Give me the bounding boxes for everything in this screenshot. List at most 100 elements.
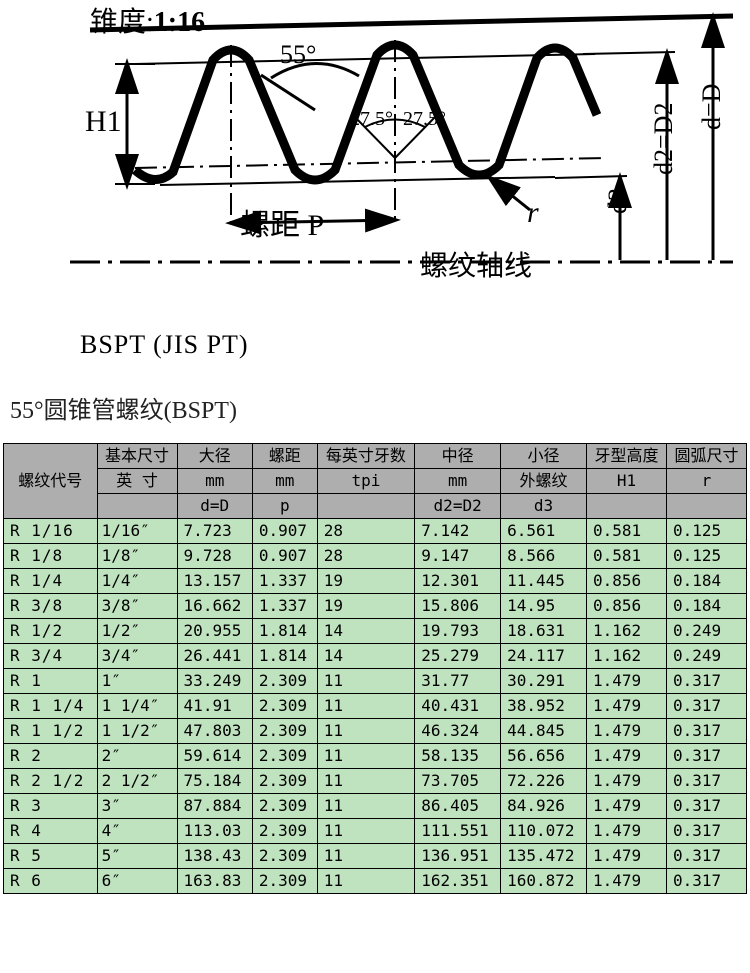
- table-cell: 1.814: [252, 644, 317, 669]
- table-cell: 1.479: [587, 669, 667, 694]
- table-cell: R 2 1/2: [4, 769, 98, 794]
- table-head: 螺纹代号 基本尺寸 大径 螺距 每英寸牙数 中径 小径 牙型高度 圆弧尺寸 英 …: [4, 444, 747, 519]
- table-cell: 11: [317, 719, 415, 744]
- col-head-7c: [587, 494, 667, 519]
- table-cell: 19.793: [415, 619, 501, 644]
- table-cell: 0.249: [666, 619, 746, 644]
- table-cell: 0.184: [666, 569, 746, 594]
- col-head-2b: mm: [177, 469, 252, 494]
- table-cell: 111.551: [415, 819, 501, 844]
- table-cell: 56.656: [501, 744, 587, 769]
- angle-27-right: 27.5°: [403, 108, 446, 131]
- table-cell: 11: [317, 819, 415, 844]
- taper-value: 1:16: [154, 7, 205, 38]
- table-cell: 18.631: [501, 619, 587, 644]
- table-cell: 0.125: [666, 519, 746, 544]
- table-cell: 7.723: [177, 519, 252, 544]
- col-head-8c: [666, 494, 746, 519]
- pitch-label: 螺距 P: [240, 200, 324, 244]
- table-row: R 1/161/16″7.7230.907287.1426.5610.5810.…: [4, 519, 747, 544]
- table-cell: R 3/8: [4, 594, 98, 619]
- table-cell: 0.581: [587, 544, 667, 569]
- table-body: R 1/161/16″7.7230.907287.1426.5610.5810.…: [4, 519, 747, 894]
- table-cell: 1 1/4″: [97, 694, 177, 719]
- table-row: R 66″163.832.30911162.351160.8721.4790.3…: [4, 869, 747, 894]
- col-head-7b: H1: [587, 469, 667, 494]
- table-cell: R 1: [4, 669, 98, 694]
- table-cell: 75.184: [177, 769, 252, 794]
- col-head-6c: d3: [501, 494, 587, 519]
- table-cell: 58.135: [415, 744, 501, 769]
- table-row: R 3/43/4″26.4411.8141425.27924.1171.1620…: [4, 644, 747, 669]
- col-head-5c: d2=D2: [415, 494, 501, 519]
- table-cell: 3″: [97, 794, 177, 819]
- table-cell: 163.83: [177, 869, 252, 894]
- table-cell: R 2: [4, 744, 98, 769]
- section-title: 55°圆锥管螺纹(BSPT): [10, 390, 750, 425]
- table-cell: 0.856: [587, 594, 667, 619]
- table-cell: 0.317: [666, 744, 746, 769]
- table-cell: 0.907: [252, 544, 317, 569]
- angle-55: 55°: [280, 40, 316, 70]
- col-head-1b: 英 寸: [97, 469, 177, 494]
- table-cell: 1.337: [252, 594, 317, 619]
- table-cell: R 3: [4, 794, 98, 819]
- table-cell: 135.472: [501, 844, 587, 869]
- table-cell: 0.184: [666, 594, 746, 619]
- table-cell: 1.479: [587, 794, 667, 819]
- table-cell: 25.279: [415, 644, 501, 669]
- table-row: R 11″33.2492.3091131.7730.2911.4790.317: [4, 669, 747, 694]
- taper-label: 锥度:1:16: [90, 0, 205, 40]
- taper-prefix: 锥度:: [90, 7, 154, 38]
- table-cell: 24.117: [501, 644, 587, 669]
- table-row: R 1/41/4″13.1571.3371912.30111.4450.8560…: [4, 569, 747, 594]
- table-cell: 28: [317, 519, 415, 544]
- table-cell: 1.814: [252, 619, 317, 644]
- r-label: r: [527, 196, 539, 230]
- table-cell: 1.162: [587, 619, 667, 644]
- table-row: R 33″87.8842.3091186.40584.9261.4790.317: [4, 794, 747, 819]
- table-cell: 2.309: [252, 719, 317, 744]
- diagram-caption: BSPT (JIS PT): [80, 330, 750, 360]
- table-row: R 2 1/22 1/2″75.1842.3091173.70572.2261.…: [4, 769, 747, 794]
- table-row: R 44″113.032.30911111.551110.0721.4790.3…: [4, 819, 747, 844]
- col-head-7a: 牙型高度: [587, 444, 667, 469]
- table-cell: 2.309: [252, 769, 317, 794]
- col-head-8b: r: [666, 469, 746, 494]
- table-cell: 33.249: [177, 669, 252, 694]
- table-cell: 15.806: [415, 594, 501, 619]
- table-cell: 86.405: [415, 794, 501, 819]
- table-cell: 30.291: [501, 669, 587, 694]
- col-head-4a: 每英寸牙数: [317, 444, 415, 469]
- table-cell: 59.614: [177, 744, 252, 769]
- table-cell: R 6: [4, 869, 98, 894]
- col-head-6a: 小径: [501, 444, 587, 469]
- table-cell: 1″: [97, 669, 177, 694]
- col-head-4c: [317, 494, 415, 519]
- table-cell: 2 1/2″: [97, 769, 177, 794]
- col-head-1c: [97, 494, 177, 519]
- table-cell: 11: [317, 694, 415, 719]
- table-cell: 1/16″: [97, 519, 177, 544]
- table-row: R 3/83/8″16.6621.3371915.80614.950.8560.…: [4, 594, 747, 619]
- table-cell: 2.309: [252, 744, 317, 769]
- table-cell: 136.951: [415, 844, 501, 869]
- col-head-6b: 外螺纹: [501, 469, 587, 494]
- table-cell: 16.662: [177, 594, 252, 619]
- table-cell: 0.907: [252, 519, 317, 544]
- table-cell: R 5: [4, 844, 98, 869]
- col-head-3a: 螺距: [252, 444, 317, 469]
- table-cell: 14: [317, 619, 415, 644]
- col-head-2a: 大径: [177, 444, 252, 469]
- table-cell: 46.324: [415, 719, 501, 744]
- table-cell: 87.884: [177, 794, 252, 819]
- table-cell: 0.317: [666, 694, 746, 719]
- table-cell: 1/2″: [97, 619, 177, 644]
- table-cell: 6″: [97, 869, 177, 894]
- table-cell: 0.125: [666, 544, 746, 569]
- table-cell: 3/4″: [97, 644, 177, 669]
- table-cell: 0.317: [666, 669, 746, 694]
- table-cell: R 1/8: [4, 544, 98, 569]
- table-cell: 20.955: [177, 619, 252, 644]
- table-cell: 1.337: [252, 569, 317, 594]
